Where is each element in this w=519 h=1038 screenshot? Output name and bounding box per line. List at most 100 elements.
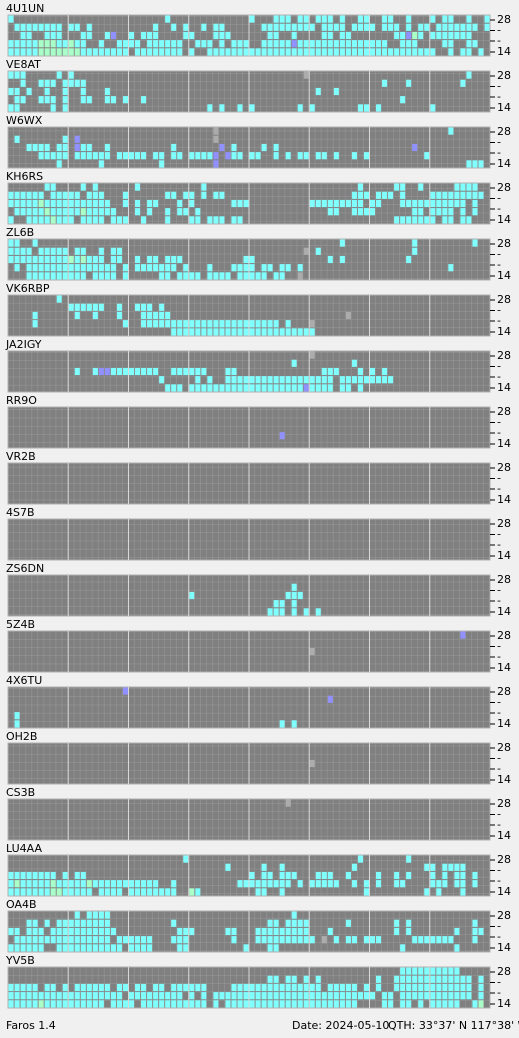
signal-cell <box>26 23 32 31</box>
signal-cell <box>44 871 50 880</box>
band-label: 14 <box>497 605 511 618</box>
signal-cell <box>255 48 261 56</box>
signal-cell <box>129 367 135 376</box>
signal-cell <box>26 48 32 56</box>
band-label: - <box>497 258 501 271</box>
signal-cell <box>62 927 68 936</box>
signal-cell <box>273 600 279 608</box>
signal-cell <box>165 311 171 320</box>
signal-cell <box>430 880 436 888</box>
signal-cell <box>104 208 110 216</box>
signal-cell <box>8 1000 14 1008</box>
signal-cell <box>333 983 339 992</box>
signal-cell <box>74 208 80 216</box>
signal-cell <box>141 31 147 40</box>
signal-cell <box>8 87 14 96</box>
band-label: - <box>497 136 501 149</box>
signal-cell <box>424 983 430 992</box>
signal-cell <box>141 216 147 224</box>
signal-cell <box>56 23 62 31</box>
signal-cell <box>135 992 141 1000</box>
signal-cell <box>44 983 50 992</box>
signal-cell <box>448 992 454 1000</box>
signal-cell <box>418 216 424 224</box>
signal-cell <box>357 191 363 199</box>
signal-cell <box>14 199 20 208</box>
signal-cell <box>237 384 243 392</box>
signal-cell <box>267 48 273 56</box>
signal-cell <box>20 48 26 56</box>
signal-cell <box>394 983 400 992</box>
signal-cell <box>98 272 104 280</box>
signal-cell <box>454 31 460 40</box>
signal-cell <box>122 191 128 199</box>
signal-cell <box>243 1000 249 1008</box>
signal-cell <box>56 216 62 224</box>
signal-cell <box>38 264 44 272</box>
signal-cell <box>110 927 116 936</box>
signal-cell <box>454 1000 460 1008</box>
signal-cell <box>351 208 357 216</box>
signal-cell <box>267 384 273 392</box>
signal-cell <box>376 40 382 48</box>
signal-cell <box>8 104 14 112</box>
signal-cell <box>466 191 472 199</box>
band-label: 14 <box>497 493 511 506</box>
signal-cell <box>50 183 56 191</box>
signal-cell <box>231 199 237 208</box>
signal-cell <box>171 919 177 927</box>
signal-cell <box>321 31 327 40</box>
band-label: 14 <box>497 157 511 170</box>
signal-cell <box>86 944 92 952</box>
signal-cell <box>104 927 110 936</box>
signal-cell <box>255 152 261 160</box>
signal-cell <box>32 311 38 320</box>
band-label: - <box>497 696 501 709</box>
signal-cell <box>297 264 303 272</box>
signal-cell <box>74 983 80 992</box>
signal-cell <box>309 1000 315 1008</box>
signal-cell <box>159 264 165 272</box>
signal-cell <box>454 199 460 208</box>
signal-cell <box>159 152 165 160</box>
signal-cell <box>303 328 309 336</box>
signal-cell <box>291 31 297 40</box>
signal-cell <box>159 320 165 328</box>
signal-cell <box>267 975 273 983</box>
signal-cell <box>147 303 153 311</box>
signal-cell <box>460 216 466 224</box>
signal-cell <box>303 936 309 944</box>
signal-cell <box>116 48 122 56</box>
signal-cell <box>207 152 213 160</box>
signal-cell <box>382 1000 388 1008</box>
signal-cell <box>472 239 478 247</box>
band-label: 28 <box>497 741 511 754</box>
signal-cell <box>74 880 80 888</box>
signal-cell <box>26 983 32 992</box>
signal-cell <box>448 936 454 944</box>
signal-cell <box>32 1000 38 1008</box>
signal-cell <box>122 40 128 48</box>
signal-cell <box>135 944 141 952</box>
signal-cell <box>147 944 153 952</box>
signal-cell <box>285 152 291 160</box>
signal-cell <box>291 591 297 600</box>
signal-cell <box>285 975 291 983</box>
signal-cell <box>68 208 74 216</box>
signal-cell <box>237 48 243 56</box>
signal-cell <box>20 71 26 79</box>
signal-cell <box>243 264 249 272</box>
signal-cell <box>165 15 171 23</box>
signal-cell <box>86 919 92 927</box>
signal-cell <box>153 264 159 272</box>
station-name: W6WX <box>6 114 43 127</box>
signal-cell <box>297 376 303 384</box>
signal-cell <box>285 15 291 23</box>
signal-cell <box>74 936 80 944</box>
signal-cell <box>110 264 116 272</box>
signal-cell <box>279 376 285 384</box>
signal-cell <box>303 376 309 384</box>
signal-cell <box>38 23 44 31</box>
signal-cell <box>74 264 80 272</box>
